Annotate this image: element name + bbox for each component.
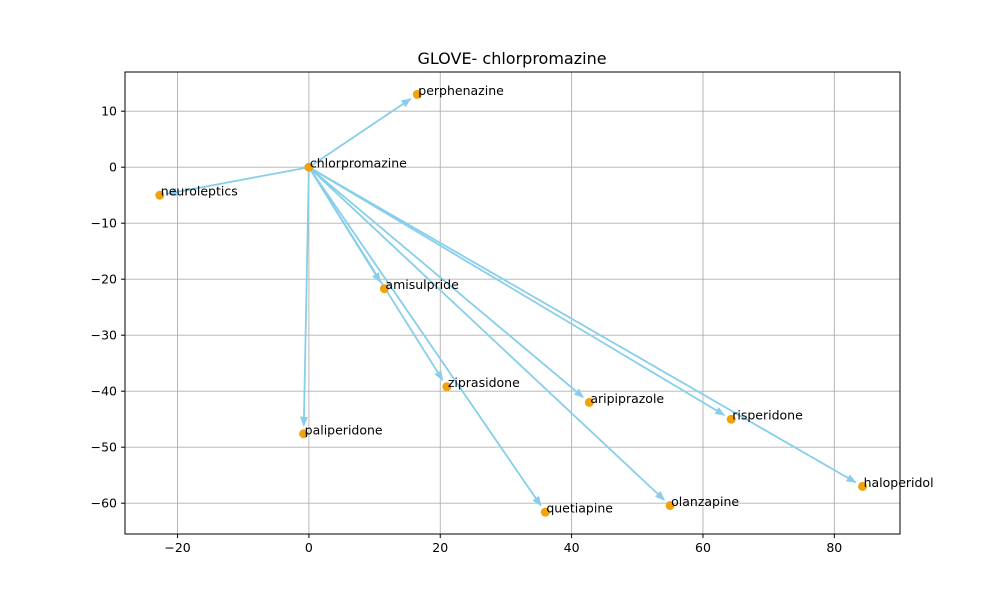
x-tick-label: 0	[305, 540, 313, 555]
y-tick-label: 10	[101, 104, 117, 119]
point-olanzapine	[665, 500, 675, 510]
x-tick-label: −20	[164, 540, 190, 555]
point-aripiprazole	[584, 397, 594, 407]
point-haloperidol	[858, 481, 868, 491]
x-tick-label: 60	[695, 540, 711, 555]
point-ziprasidone	[442, 382, 452, 392]
point-paliperidone	[299, 429, 309, 439]
x-tick-label: 40	[564, 540, 580, 555]
point-risperidone	[726, 414, 736, 424]
arrow-quetiapine	[308, 166, 542, 507]
y-tick-label: −60	[91, 496, 117, 511]
plot-frame	[124, 71, 901, 535]
point-label-haloperidol: haloperidol	[864, 475, 934, 490]
chart-title: GLOVE- chlorpromazine	[417, 49, 606, 68]
arrow-neuroleptics	[166, 166, 310, 196]
point-quetiapine	[540, 507, 550, 517]
arrow-aripiprazole	[308, 166, 584, 398]
point-labels: chlorpromazine perphenazine neuroleptics am…	[161, 83, 934, 516]
point-label-risperidone: risperidone	[732, 408, 803, 423]
arrow-olanzapine	[308, 166, 666, 501]
point-perphenazine	[412, 89, 422, 99]
arrow-risperidone	[308, 166, 726, 416]
point-amisulpride	[379, 284, 389, 294]
point-label-perphenazine: perphenazine	[418, 83, 504, 98]
y-tick-label: −50	[91, 440, 117, 455]
point-label-chlorpromazine: chlorpromazine	[310, 156, 407, 171]
y-tick-label: −10	[91, 216, 117, 231]
y-tick-label: −30	[91, 328, 117, 343]
point-neuroleptics	[155, 190, 165, 200]
y-tick-label: −20	[91, 272, 117, 287]
arrow-haloperidol	[308, 166, 857, 484]
x-tick-label: 20	[432, 540, 448, 555]
grid	[125, 72, 900, 534]
arrow-perphenazine	[308, 98, 412, 168]
point-label-aripiprazole: aripiprazole	[590, 391, 664, 406]
arrows	[166, 98, 857, 507]
arrow-paliperidone	[299, 167, 310, 427]
arrow-ziprasidone	[308, 166, 444, 381]
point-label-amisulpride: amisulpride	[385, 277, 459, 292]
y-tick-label: 0	[109, 160, 117, 175]
point-label-paliperidone: paliperidone	[305, 422, 383, 437]
point-label-ziprasidone: ziprasidone	[448, 375, 520, 390]
point-label-quetiapine: quetiapine	[546, 501, 613, 516]
point-chlorpromazine	[304, 162, 314, 172]
y-tick-label: −40	[91, 384, 117, 399]
point-label-olanzapine: olanzapine	[671, 494, 739, 509]
points	[155, 89, 868, 517]
point-label-neuroleptics: neuroleptics	[161, 184, 238, 199]
x-tick-label: 80	[826, 540, 842, 555]
